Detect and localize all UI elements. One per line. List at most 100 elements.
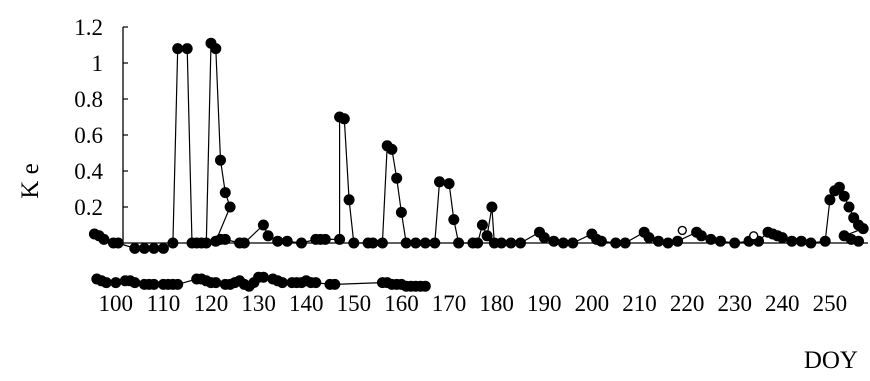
data-point [172, 43, 184, 55]
data-point [367, 237, 379, 249]
data-point [843, 201, 855, 213]
x-tick-label: 100 [99, 291, 134, 316]
data-point [200, 237, 212, 249]
data-point [138, 242, 150, 254]
data-point [391, 172, 403, 184]
x-tick-label: 250 [813, 291, 848, 316]
data-point [714, 235, 726, 247]
data-point [819, 235, 831, 247]
data-point [795, 235, 807, 247]
data-point [338, 113, 350, 125]
data-point [515, 237, 526, 249]
data-point [400, 237, 412, 249]
data-point [653, 235, 664, 247]
data-point [729, 237, 741, 249]
data-point [276, 277, 288, 289]
data-point [272, 235, 284, 247]
data-point [853, 235, 864, 247]
x-tick-label: 140 [289, 291, 324, 316]
data-point [429, 237, 441, 249]
data-point [476, 219, 488, 231]
series-line [94, 41, 865, 249]
data-point [376, 237, 388, 249]
series-2 [91, 271, 431, 292]
x-tick-label: 110 [147, 291, 181, 316]
data-point [662, 237, 674, 249]
y-tick-label: 0.4 [74, 159, 103, 184]
data-point [610, 237, 622, 249]
x-tick-label: 190 [527, 291, 562, 316]
data-point [776, 232, 788, 244]
data-point [129, 277, 141, 289]
x-tick-label: 210 [622, 291, 657, 316]
data-point [98, 233, 110, 245]
data-point [548, 235, 560, 247]
data-point [129, 242, 141, 254]
x-tick-label: 220 [670, 291, 705, 316]
data-point [334, 233, 346, 245]
data-point [348, 237, 360, 249]
data-point [838, 190, 850, 202]
data-point [705, 233, 717, 245]
data-point [538, 232, 550, 244]
data-point [857, 223, 869, 235]
data-point [296, 237, 307, 249]
data-point [481, 230, 493, 242]
y-tick-label: 0.8 [74, 87, 103, 112]
open-data-point [677, 225, 687, 236]
y-tick-label: 1 [92, 51, 104, 76]
data-point [210, 277, 222, 289]
series-layer [88, 37, 869, 292]
data-point [419, 280, 431, 292]
data-point [112, 237, 124, 249]
data-point [486, 201, 498, 213]
x-tick-label: 120 [194, 291, 229, 316]
x-tick-label: 160 [384, 291, 419, 316]
y-axis-title: K e [17, 163, 44, 198]
x-tick-label: 180 [479, 291, 514, 316]
data-point [110, 277, 122, 289]
data-point [410, 237, 422, 249]
y-tick-label: 1.2 [74, 15, 103, 40]
plot-area: 1.2 1 0.8 0.6 0.4 0.2 100 110 120 130 140 150 160 17… [74, 15, 869, 316]
data-point [443, 178, 455, 190]
data-point [281, 235, 293, 247]
x-tick-labels: 100 110 120 130 140 150 160 170 180 190 200 210 220 2… [99, 291, 848, 316]
data-point [595, 235, 607, 247]
data-point [319, 233, 331, 245]
data-point [100, 277, 112, 289]
data-point [210, 43, 222, 55]
data-point [567, 237, 579, 249]
data-point [310, 277, 322, 289]
y-tick-marks [123, 26, 128, 208]
data-point [157, 242, 169, 254]
data-point [172, 278, 184, 290]
data-point [395, 206, 407, 218]
y-tick-label: 0.2 [74, 195, 103, 220]
data-point [557, 237, 569, 249]
series-1 [677, 225, 759, 241]
data-point [262, 230, 274, 242]
x-tick-label: 230 [717, 291, 752, 316]
data-point [434, 176, 445, 188]
data-point [505, 237, 517, 249]
data-point [167, 237, 179, 249]
x-tick-label: 200 [575, 291, 610, 316]
data-point [805, 237, 817, 249]
data-point [833, 181, 845, 193]
data-point [219, 233, 231, 245]
data-point [619, 237, 631, 249]
data-point [257, 219, 269, 231]
x-tick-label: 130 [241, 291, 276, 316]
data-point [219, 187, 231, 199]
data-point [148, 242, 160, 254]
data-point [215, 154, 226, 166]
data-point [386, 143, 398, 155]
y-tick-label: 0.6 [74, 123, 103, 148]
open-data-point [749, 231, 759, 241]
y-tick-labels: 1.2 1 0.8 0.6 0.4 0.2 [74, 15, 103, 220]
data-point [453, 237, 465, 249]
data-point [695, 230, 707, 242]
data-point [181, 43, 193, 55]
